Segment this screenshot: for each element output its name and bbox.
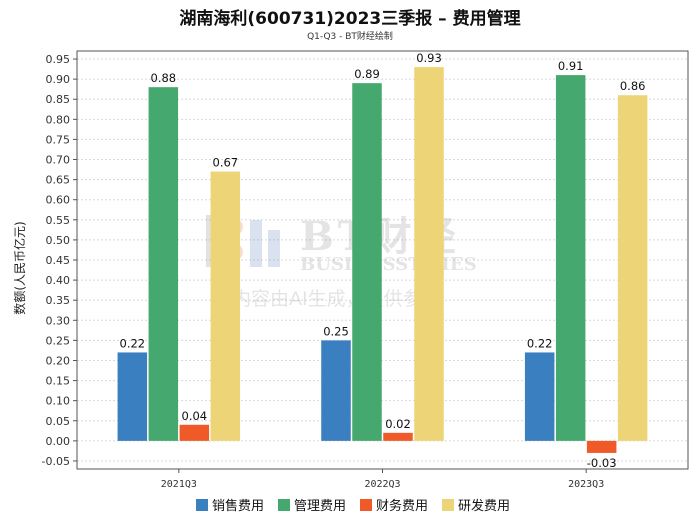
chart-title: 湖南海利(600731)2023三季报 – 费用管理 xyxy=(179,9,521,29)
bar xyxy=(321,340,351,441)
legend-swatch xyxy=(360,499,372,511)
x-tick-label: 2021Q3 xyxy=(161,479,197,490)
legend-swatch xyxy=(442,499,454,511)
bar xyxy=(555,75,586,441)
y-axis-label: 数额(人民币亿元) xyxy=(12,221,27,314)
y-tick-label: 0.35 xyxy=(46,294,71,307)
y-tick-label: 0.90 xyxy=(46,73,71,86)
bar xyxy=(524,352,555,441)
y-tick-label: 0.30 xyxy=(46,314,71,327)
data-label: 0.86 xyxy=(620,79,646,93)
legend-label: 研发费用 xyxy=(458,498,510,514)
legend-swatch xyxy=(196,499,208,511)
data-label: 0.22 xyxy=(120,336,146,350)
bar xyxy=(414,67,444,441)
y-tick-label: 0.10 xyxy=(46,395,71,408)
y-tick-label: 0.15 xyxy=(46,375,71,388)
y-tick-label: 0.05 xyxy=(46,415,71,428)
watermark-logo-bar xyxy=(250,220,262,267)
y-tick-label: 0.75 xyxy=(46,133,71,146)
data-label: 0.67 xyxy=(213,156,239,170)
legend-label: 管理费用 xyxy=(294,499,346,514)
y-tick-label: 0.50 xyxy=(46,234,71,247)
watermark-notice: 内容由AI生成，仅供参考 xyxy=(232,288,441,310)
data-label: -0.03 xyxy=(587,456,617,470)
y-tick-label: 0.85 xyxy=(46,93,71,106)
data-label: 0.22 xyxy=(527,336,553,350)
grid-lines xyxy=(77,58,688,462)
bar xyxy=(179,424,210,441)
y-tick-label: 0.25 xyxy=(46,334,71,347)
data-label: 0.89 xyxy=(354,67,380,81)
bars xyxy=(117,67,648,453)
watermark-logo-bar xyxy=(268,230,280,267)
watermark-brand-en: BUSINESSTIMES xyxy=(300,254,477,275)
data-label: 0.91 xyxy=(558,59,584,73)
legend-label: 销售费用 xyxy=(212,498,264,514)
y-tick-label: 0.00 xyxy=(46,435,71,448)
bar xyxy=(617,95,648,441)
legend: 销售费用 管理费用 财务费用 研发费用 xyxy=(196,498,510,514)
y-tick-label: 0.95 xyxy=(46,53,71,66)
bar xyxy=(148,87,179,441)
bar xyxy=(117,352,148,441)
y-tick-label: 0.40 xyxy=(46,274,71,287)
legend-swatch xyxy=(278,499,290,511)
y-tick-label: 0.55 xyxy=(46,214,71,227)
data-label: 0.93 xyxy=(416,51,442,65)
bar xyxy=(586,440,617,453)
x-tick-label: 2022Q3 xyxy=(364,479,400,490)
y-tick-label: 0.80 xyxy=(46,113,71,126)
x-tick-label: 2023Q3 xyxy=(568,479,604,490)
data-label: 0.02 xyxy=(385,417,411,431)
data-label: 0.88 xyxy=(151,71,177,85)
y-tick-label: 0.45 xyxy=(46,254,71,267)
y-tick-label: 0.60 xyxy=(46,194,71,207)
axes: -0.05 0.00 0.05 0.10 0.15 0.20 0.25 0.30 0.35 0.4… xyxy=(42,50,689,490)
bar xyxy=(210,171,241,441)
chart-subtitle: Q1-Q3 - BT财经绘制 xyxy=(307,32,393,42)
data-labels: 0.22 0.88 0.04 0.67 0.25 0.89 0.02 0.93 0.22 0.91… xyxy=(120,51,646,470)
y-tick-label: 0.70 xyxy=(46,154,71,167)
data-label: 0.25 xyxy=(323,324,349,338)
data-label: 0.04 xyxy=(182,409,208,423)
y-tick-label: 0.65 xyxy=(46,174,71,187)
bar xyxy=(352,83,382,441)
y-tick-label: -0.05 xyxy=(42,455,70,468)
y-tick-label: 0.20 xyxy=(46,354,71,367)
bar xyxy=(383,432,413,441)
legend-label: 财务费用 xyxy=(376,498,428,514)
